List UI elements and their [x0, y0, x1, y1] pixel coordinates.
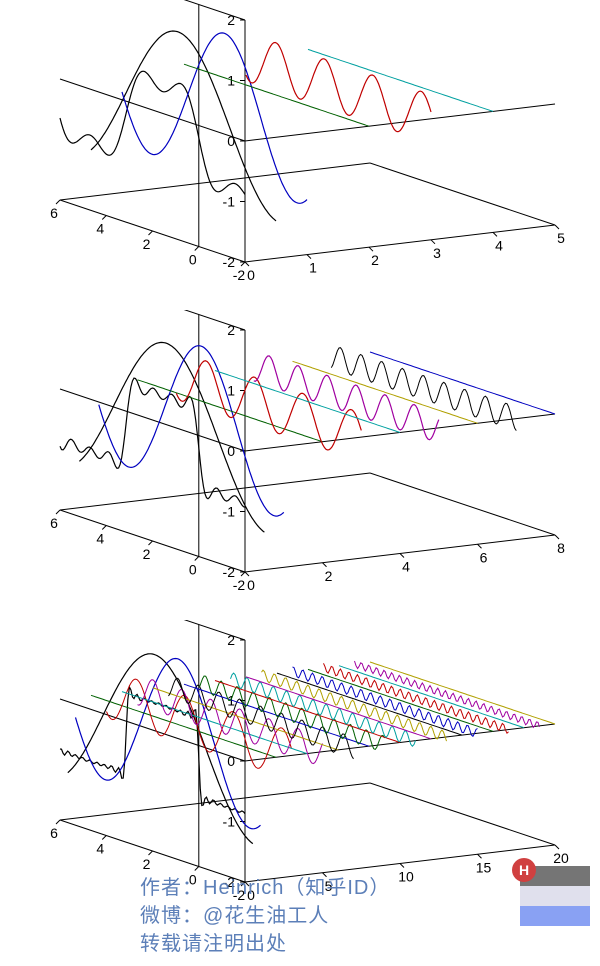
svg-text:2: 2	[143, 546, 151, 562]
subplot-3d: -2-1012-20246012345	[20, 0, 580, 310]
svg-text:2: 2	[227, 322, 235, 338]
svg-text:2: 2	[371, 252, 379, 268]
zhihu-watermark: H	[520, 866, 590, 926]
svg-text:-1: -1	[223, 504, 236, 520]
svg-text:2: 2	[227, 12, 235, 28]
credits-block: 作者：Heinrich（知乎ID） 微博：@花生油工人 转载请注明出处	[140, 874, 390, 958]
svg-text:3: 3	[433, 245, 441, 261]
svg-text:5: 5	[557, 230, 565, 246]
svg-text:0: 0	[189, 562, 197, 578]
svg-text:4: 4	[402, 559, 410, 575]
svg-text:4: 4	[96, 221, 104, 237]
svg-text:2: 2	[325, 568, 333, 584]
svg-text:2: 2	[143, 236, 151, 252]
svg-text:15: 15	[476, 859, 492, 875]
svg-text:6: 6	[50, 825, 58, 841]
svg-text:6: 6	[480, 549, 488, 565]
svg-text:1: 1	[227, 383, 235, 399]
svg-text:4: 4	[96, 531, 104, 547]
svg-text:10: 10	[398, 869, 414, 885]
svg-text:0: 0	[189, 252, 197, 268]
svg-text:8: 8	[557, 540, 565, 556]
svg-text:20: 20	[553, 850, 569, 866]
credits-line2: 微博：@花生油工人	[140, 902, 390, 930]
svg-text:6: 6	[50, 515, 58, 531]
svg-text:1: 1	[309, 260, 317, 276]
svg-text:-1: -1	[223, 194, 236, 210]
svg-text:2: 2	[143, 856, 151, 872]
watermark-badge: H	[512, 858, 536, 882]
svg-text:0: 0	[247, 267, 255, 283]
credits-line1: 作者：Heinrich（知乎ID）	[140, 874, 390, 902]
svg-text:-2: -2	[233, 267, 246, 283]
watermark-stripe	[520, 886, 590, 906]
svg-text:4: 4	[96, 841, 104, 857]
svg-text:6: 6	[50, 205, 58, 221]
subplot-3d: -2-1012-2024602468	[20, 310, 580, 620]
watermark-stripe	[520, 906, 590, 926]
svg-text:2: 2	[227, 632, 235, 648]
credits-line3: 转载请注明出处	[140, 930, 390, 958]
svg-text:4: 4	[495, 237, 503, 253]
svg-text:0: 0	[247, 577, 255, 593]
svg-text:-2: -2	[233, 577, 246, 593]
